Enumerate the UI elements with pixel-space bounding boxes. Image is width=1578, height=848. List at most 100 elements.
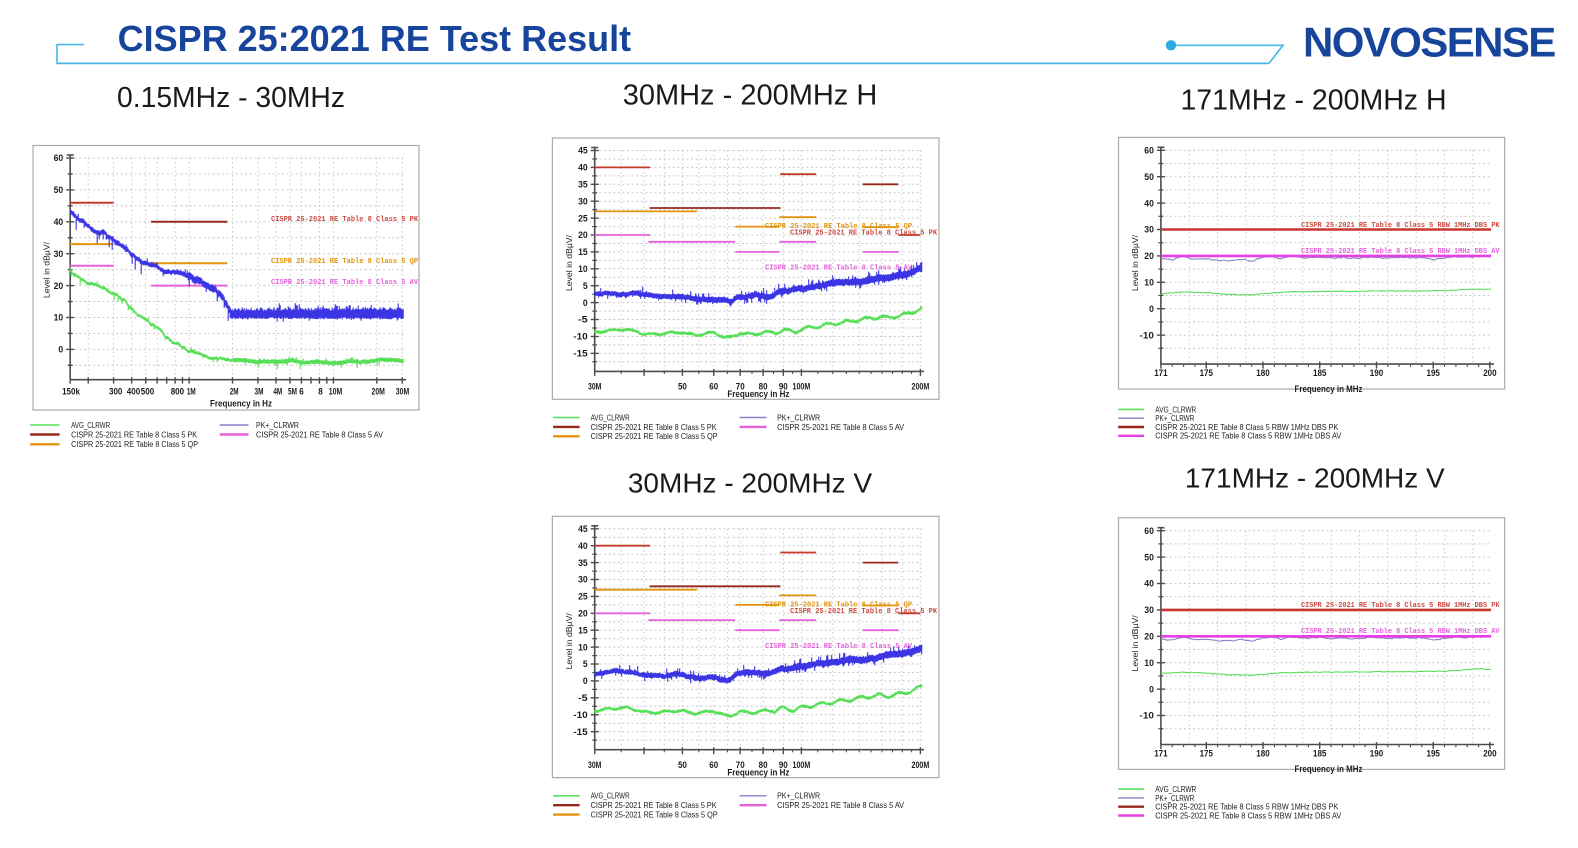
svg-text:20M: 20M [372,387,385,398]
svg-text:100M: 100M [793,760,811,771]
svg-text:2M: 2M [230,387,239,398]
svg-text:5M: 5M [288,387,297,398]
svg-text:6: 6 [299,387,304,398]
svg-text:PK+_CLRWR: PK+_CLRWR [777,791,820,801]
svg-text:AVG_CLRWR: AVG_CLRWR [591,791,630,801]
svg-text:45: 45 [578,524,588,535]
svg-text:40: 40 [578,541,588,552]
svg-text:CISPR 25-2021 RE Table 8 Class: CISPR 25-2021 RE Table 8 Class 5 RBW 1MH… [1155,810,1341,820]
svg-text:CISPR 25-2021 RE Table 8 Class: CISPR 25-2021 RE Table 8 Class 5 AV [765,643,913,651]
svg-text:4M: 4M [273,387,282,398]
svg-text:200: 200 [1483,748,1496,759]
svg-text:-10: -10 [573,710,587,721]
svg-text:30M: 30M [396,387,409,398]
svg-text:10: 10 [578,264,588,275]
svg-text:20: 20 [1144,251,1154,262]
svg-text:CISPR 25-2021 RE Table 8 Class: CISPR 25-2021 RE Table 8 Class 5 QP [765,223,912,231]
svg-text:40: 40 [54,217,64,228]
svg-text:NOVOSENSE: NOVOSENSE [1303,19,1555,66]
svg-text:CISPR 25-2021 RE Table 8 Class: CISPR 25-2021 RE Table 8 Class 5 PK [71,429,197,439]
svg-text:30: 30 [1144,605,1154,616]
svg-text:AVG_CLRWR: AVG_CLRWR [1155,784,1196,794]
svg-text:195: 195 [1427,368,1441,379]
svg-text:40: 40 [1144,579,1154,590]
svg-text:CISPR 25-2021 RE Table 8 Class: CISPR 25-2021 RE Table 8 Class 5 QP [591,431,718,441]
svg-text:80: 80 [759,760,768,771]
svg-text:45: 45 [578,146,588,157]
svg-text:171: 171 [1154,368,1168,379]
svg-text:100M: 100M [793,382,811,393]
svg-text:35: 35 [578,180,588,191]
svg-text:CISPR 25-2021 RE Table 8 Class: CISPR 25-2021 RE Table 8 Class 5 RBW 1MH… [1301,628,1500,636]
svg-text:-15: -15 [573,349,588,360]
svg-text:-10: -10 [573,332,587,343]
svg-text:200: 200 [1483,368,1496,379]
svg-text:-10: -10 [1140,711,1154,722]
svg-text:1M: 1M [187,387,196,398]
svg-text:800: 800 [171,387,184,398]
svg-text:150k: 150k [62,387,80,398]
svg-text:171: 171 [1154,748,1168,759]
svg-text:CISPR 25-2021 RE Table 8 Class: CISPR 25-2021 RE Table 8 Class 5 RBW 1MH… [1155,802,1338,812]
svg-text:70: 70 [736,382,745,393]
svg-text:30: 30 [578,575,588,586]
svg-text:180: 180 [1256,748,1269,759]
svg-text:15: 15 [578,247,588,258]
svg-text:CISPR 25-2021 RE Table 8 Class: CISPR 25-2021 RE Table 8 Class 5 AV [777,422,904,432]
svg-text:5: 5 [583,281,588,292]
svg-text:180: 180 [1256,368,1269,379]
svg-text:30M: 30M [588,382,601,393]
svg-text:CISPR 25-2021 RE Table 8 Class: CISPR 25-2021 RE Table 8 Class 5 RBW 1MH… [1155,431,1341,441]
svg-text:50: 50 [54,185,64,196]
svg-text:0: 0 [1149,304,1154,315]
svg-text:30MHz - 200MHz V: 30MHz - 200MHz V [628,468,873,499]
svg-text:CISPR 25-2021 RE Table 8 Class: CISPR 25-2021 RE Table 8 Class 5 AV [777,800,904,810]
svg-text:40: 40 [578,163,588,174]
svg-text:30: 30 [54,249,64,260]
svg-text:Frequency in MHz: Frequency in MHz [1295,764,1363,774]
svg-text:20: 20 [1144,632,1154,643]
svg-text:-5: -5 [578,693,588,704]
svg-text:CISPR 25-2021 RE Table 8 Class: CISPR 25-2021 RE Table 8 Class 5 RBW 1MH… [1301,248,1500,256]
svg-text:90: 90 [779,382,788,393]
svg-text:CISPR 25-2021 RE Table 8 Class: CISPR 25-2021 RE Table 8 Class 5 QP [765,601,912,609]
svg-text:60: 60 [54,153,64,164]
svg-text:CISPR 25-2021 RE Table 8 Class: CISPR 25-2021 RE Table 8 Class 5 PK [790,230,938,238]
svg-text:-15: -15 [573,727,588,738]
svg-text:Level in dBµV/: Level in dBµV/ [564,613,574,670]
svg-text:-10: -10 [1140,330,1154,341]
svg-text:AVG_CLRWR: AVG_CLRWR [1155,404,1196,414]
svg-text:20: 20 [578,609,588,620]
svg-text:185: 185 [1313,368,1327,379]
svg-text:60: 60 [1144,146,1154,157]
svg-text:-5: -5 [578,315,588,326]
svg-text:CISPR 25-2021 RE Table 8 Class: CISPR 25-2021 RE Table 8 Class 5 AV [765,265,913,273]
svg-text:171MHz - 200MHz H: 171MHz - 200MHz H [1180,85,1446,117]
svg-text:20: 20 [578,230,588,241]
svg-text:0.15MHz - 30MHz: 0.15MHz - 30MHz [117,81,345,113]
svg-text:60: 60 [709,760,718,771]
svg-text:15: 15 [578,625,588,636]
svg-text:10: 10 [54,313,64,324]
svg-text:PK+_CLRWR: PK+_CLRWR [256,420,299,430]
svg-text:195: 195 [1427,748,1441,759]
svg-text:Level in dBµV/: Level in dBµV/ [1130,234,1140,291]
svg-text:10M: 10M [329,387,342,398]
svg-text:Level in dBµV/: Level in dBµV/ [1130,615,1140,672]
svg-text:10: 10 [1144,658,1154,669]
svg-text:10: 10 [578,642,588,653]
svg-text:Frequency in Hz: Frequency in Hz [727,768,789,778]
svg-text:Frequency in Hz: Frequency in Hz [210,399,272,409]
svg-text:50: 50 [678,382,687,393]
svg-text:CISPR 25-2021 RE Table 8 Class: CISPR 25-2021 RE Table 8 Class 5 PK [790,608,938,616]
svg-text:CISPR 25-2021 RE Table 8 Class: CISPR 25-2021 RE Table 8 Class 5 RBW 1MH… [1155,422,1338,432]
svg-text:30: 30 [578,196,588,207]
svg-text:CISPR 25:2021 RE Test Result: CISPR 25:2021 RE Test Result [118,18,632,59]
svg-text:Frequency in Hz: Frequency in Hz [727,389,789,399]
svg-text:CISPR 25-2021 RE Table 8 Class: CISPR 25-2021 RE Table 8 Class 5 RBW 1MH… [1301,602,1500,610]
svg-text:190: 190 [1370,368,1383,379]
svg-text:60: 60 [709,382,718,393]
svg-text:90: 90 [779,760,788,771]
svg-text:8: 8 [318,387,323,398]
svg-text:50: 50 [678,760,687,771]
